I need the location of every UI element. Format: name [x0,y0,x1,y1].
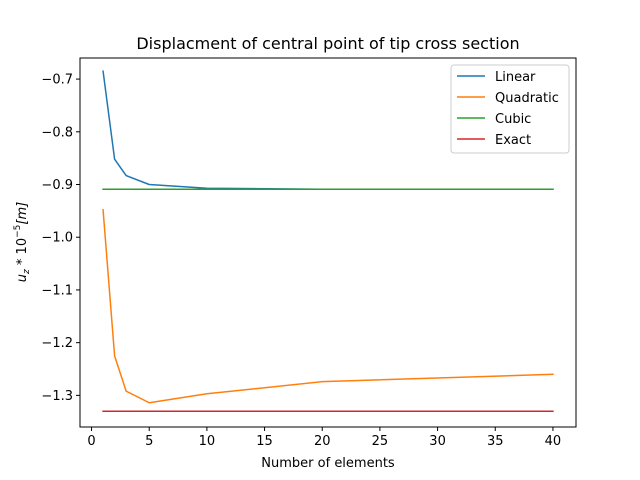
y-tick-label: −0.8 [41,125,73,140]
legend-box [450,64,570,154]
x-tick-label: 30 [429,434,446,449]
x-axis: 0 5 10 15 20 25 30 35 40 [87,427,561,449]
y-tick-label: −1.2 [41,336,73,351]
y-axis-label-unit: [m] [15,202,30,225]
y-tick-label: −1.0 [41,231,73,246]
x-tick-label: 0 [87,434,95,449]
x-tick-label: 25 [372,434,389,449]
x-tick-label: 35 [487,434,504,449]
x-axis-label: Number of elements [261,456,395,471]
legend-label-quadratic: Quadratic [495,91,559,106]
legend-label-linear: Linear [495,70,536,85]
y-tick-label: −0.9 [41,178,73,193]
x-tick-label: 10 [199,434,216,449]
x-tick-label: 40 [545,434,562,449]
legend-label-cubic: Cubic [495,112,531,127]
plot-frame [79,57,577,428]
legend: Linear Quadratic Cubic Exact [450,64,570,154]
y-axis-label-sup: −5 [13,225,23,238]
series-line-quadratic [102,209,554,404]
y-axis-label-base: u [15,274,30,282]
legend-label-exact: Exact [495,133,531,148]
y-tick-label: −1.3 [41,389,73,404]
x-tick-label: 15 [256,434,273,449]
y-axis-label-sub: z [22,269,32,275]
y-axis-label: uz * 10−5[m] [13,202,32,282]
x-tick-label: 20 [314,434,331,449]
y-axis: −1.3 −1.2 −1.1 −1.0 −0.9 −0.8 −0.7 [41,73,80,404]
chart-title: Displacment of central point of tip cros… [136,34,519,53]
x-tick-label: 5 [145,434,153,449]
y-tick-label: −1.1 [41,283,73,298]
y-tick-label: −0.7 [41,73,73,88]
y-axis-label-mult: * 10 [15,238,30,269]
plot-area [102,70,554,412]
